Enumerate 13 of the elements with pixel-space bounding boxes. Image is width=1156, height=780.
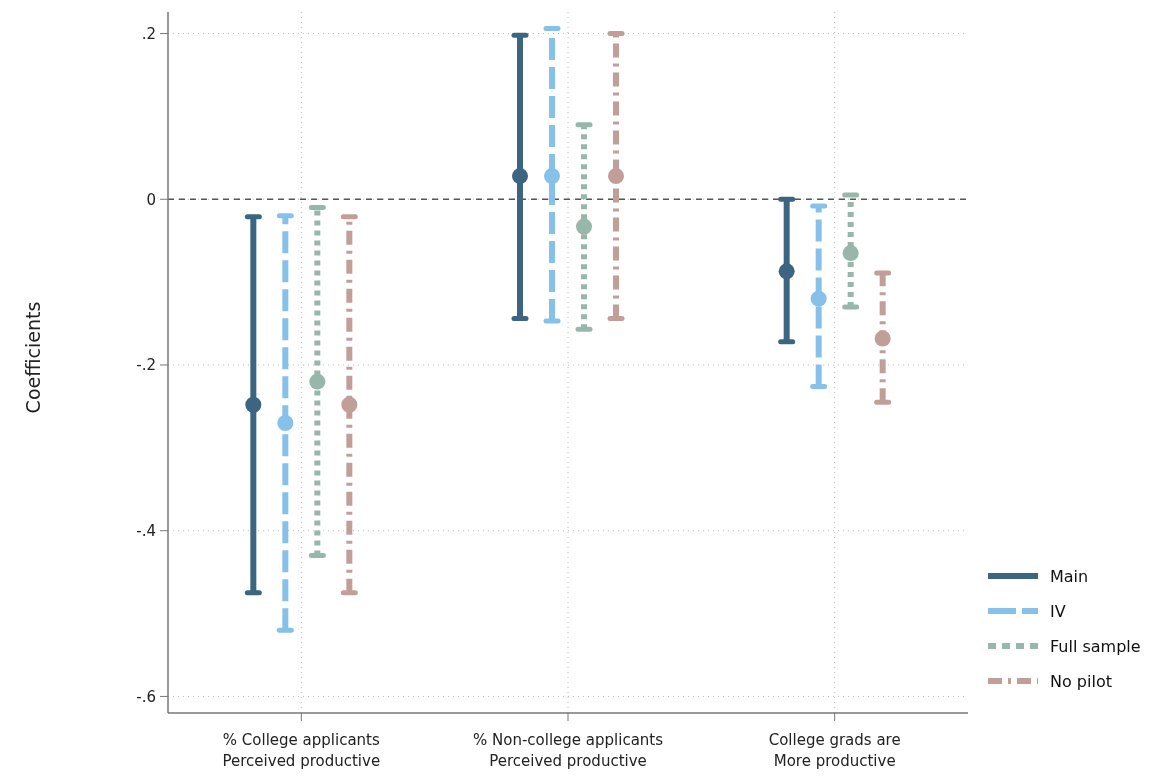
y-axis-title: Coefficients — [22, 301, 44, 414]
y-tick-label: .2 — [141, 24, 156, 43]
y-tick-label: -.6 — [136, 687, 156, 706]
y-tick-label: 0 — [146, 190, 156, 209]
legend-label: Main — [1050, 566, 1089, 586]
legend-label: No pilot — [1050, 671, 1112, 691]
legend-label: IV — [1050, 601, 1066, 621]
x-tick-label: College grads are More productive — [768, 731, 901, 770]
legend-label: Full sample — [1050, 636, 1141, 656]
y-tick-label: -.2 — [136, 356, 156, 375]
x-tick-label: % College applicants Perceived productive — [222, 731, 381, 770]
x-tick-label: % Non-college applicants Perceived productive — [472, 731, 664, 770]
y-tick-label: -.4 — [136, 521, 156, 540]
